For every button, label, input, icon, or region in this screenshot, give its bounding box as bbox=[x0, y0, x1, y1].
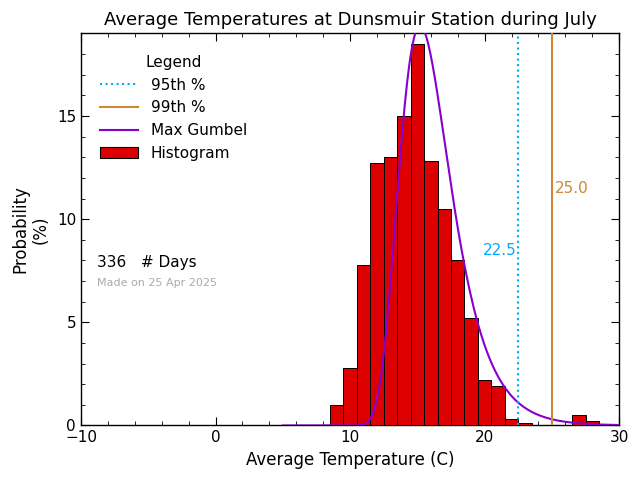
Bar bbox=[451, 261, 465, 425]
Bar bbox=[505, 420, 518, 425]
Bar bbox=[518, 423, 532, 425]
Bar bbox=[384, 157, 397, 425]
Bar bbox=[397, 116, 411, 425]
Bar bbox=[478, 380, 492, 425]
Text: 25.0: 25.0 bbox=[555, 180, 588, 196]
Bar bbox=[492, 386, 505, 425]
Text: 336   # Days: 336 # Days bbox=[97, 255, 196, 270]
X-axis label: Average Temperature (C): Average Temperature (C) bbox=[246, 451, 454, 469]
Bar bbox=[438, 209, 451, 425]
Bar bbox=[572, 415, 586, 425]
Bar bbox=[357, 264, 371, 425]
Bar bbox=[424, 161, 438, 425]
Bar bbox=[330, 405, 343, 425]
Bar bbox=[343, 368, 357, 425]
Bar bbox=[586, 421, 599, 425]
Y-axis label: Probability
(%): Probability (%) bbox=[11, 186, 50, 274]
Bar bbox=[465, 318, 478, 425]
Legend: 95th %, 99th %, Max Gumbel, Histogram: 95th %, 99th %, Max Gumbel, Histogram bbox=[94, 49, 253, 167]
Bar bbox=[371, 163, 384, 425]
Text: Made on 25 Apr 2025: Made on 25 Apr 2025 bbox=[97, 278, 217, 288]
Title: Average Temperatures at Dunsmuir Station during July: Average Temperatures at Dunsmuir Station… bbox=[104, 11, 596, 29]
Text: 22.5: 22.5 bbox=[483, 242, 516, 258]
Bar bbox=[411, 44, 424, 425]
